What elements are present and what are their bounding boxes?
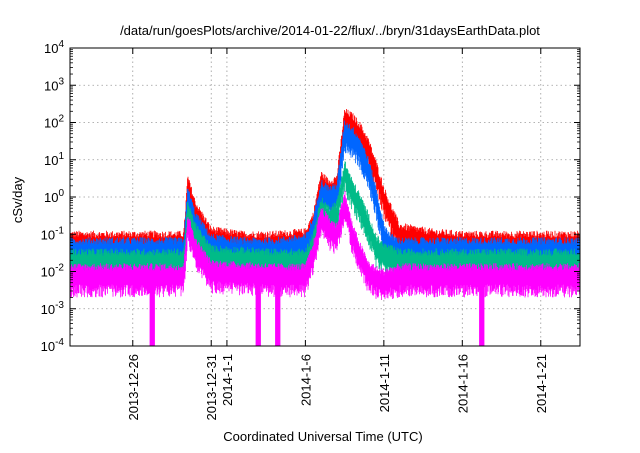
x-tick-label: 2013-12-31: [204, 354, 219, 421]
y-tick-label: 102: [44, 114, 64, 131]
y-tick-label: 10-1: [41, 225, 65, 242]
x-tick-label: 2014-1-1: [220, 354, 235, 406]
y-axis: 10-4 10-3 10-2 10-1 100 101 102 103 104: [41, 39, 580, 354]
chart-title: /data/run/goesPlots/archive/2014-01-22/f…: [120, 23, 540, 38]
x-tick-label: 2014-1-11: [377, 354, 392, 412]
y-axis-label: cSv/day: [10, 176, 25, 223]
y-tick-label: 101: [44, 151, 64, 168]
x-tick-label: 2014-1-21: [534, 354, 549, 413]
y-tick-label: 10-3: [41, 300, 65, 317]
y-tick-label: 104: [44, 39, 64, 56]
x-tick-label: 2013-12-26: [126, 354, 141, 421]
y-tick-label: 10-2: [41, 263, 65, 280]
y-tick-label: 103: [44, 76, 64, 93]
x-axis: 2013-12-26 2013-12-31 2014-1-1 2014-1-6 2014…: [126, 48, 549, 421]
y-tick-label: 10-4: [41, 337, 65, 354]
x-axis-label: Coordinated Universal Time (UTC): [223, 429, 422, 444]
series-layer: [69, 109, 581, 346]
x-tick-label: 2014-1-6: [298, 354, 313, 406]
series-line-2: [69, 120, 581, 272]
y-tick-label: 100: [44, 188, 64, 205]
x-tick-label: 2014-1-16: [455, 354, 470, 413]
